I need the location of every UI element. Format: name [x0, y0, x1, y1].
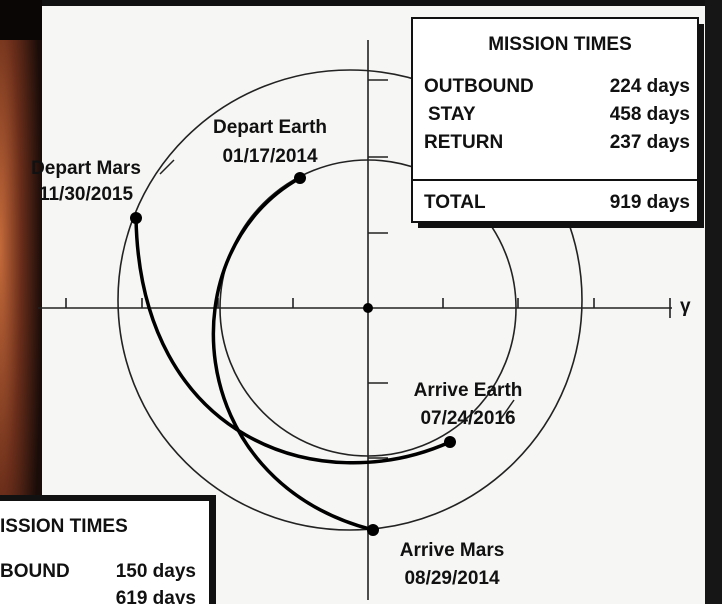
row-label: STAY [428, 104, 476, 125]
box-title: ISSION TIMES [0, 516, 128, 537]
event-label: Depart Mars [31, 158, 141, 179]
return-trajectory [134, 217, 451, 465]
total-value: 919 days [610, 192, 690, 213]
event-label: Depart Earth [213, 117, 327, 138]
box-title: MISSION TIMES [488, 34, 632, 55]
mars-orbit [117, 69, 583, 531]
partial-box: ISSION TIMES BOUND 150 days 619 days [0, 495, 216, 604]
top-border [0, 0, 722, 6]
ticks [65, 79, 671, 459]
space [0, 0, 42, 40]
row-value: 237 days [610, 132, 690, 153]
mars-image [0, 0, 42, 495]
row-value: 619 days [116, 588, 196, 604]
box [0, 499, 211, 604]
row-value: 224 days [610, 76, 690, 97]
row-label: BOUND [0, 561, 70, 582]
row-value: 150 days [116, 561, 196, 582]
event-date: 08/29/2014 [404, 568, 500, 589]
event-label: Arrive Earth [414, 380, 523, 401]
orbits [38, 40, 672, 600]
event-date: 07/24/2016 [420, 408, 515, 429]
row-label: OUTBOUND [424, 76, 534, 97]
event-label: Arrive Mars [400, 540, 505, 561]
right-border [705, 0, 722, 604]
event-date: 01/17/2014 [222, 146, 318, 167]
pointer [499, 399, 515, 421]
box [411, 17, 699, 223]
trajectories [134, 176, 451, 532]
row-value: 458 days [610, 104, 690, 125]
event-dots [130, 172, 456, 536]
outbound-trajectory [211, 176, 374, 532]
row-label: RETURN [424, 132, 503, 153]
event-date: 11/30/2015 [39, 184, 133, 205]
mission-times-box: MISSION TIMES OUTBOUND 224 days STAY 458… [411, 17, 704, 228]
pointer [159, 159, 175, 175]
total-label: TOTAL [424, 192, 486, 213]
axis-label: γ [680, 296, 691, 317]
